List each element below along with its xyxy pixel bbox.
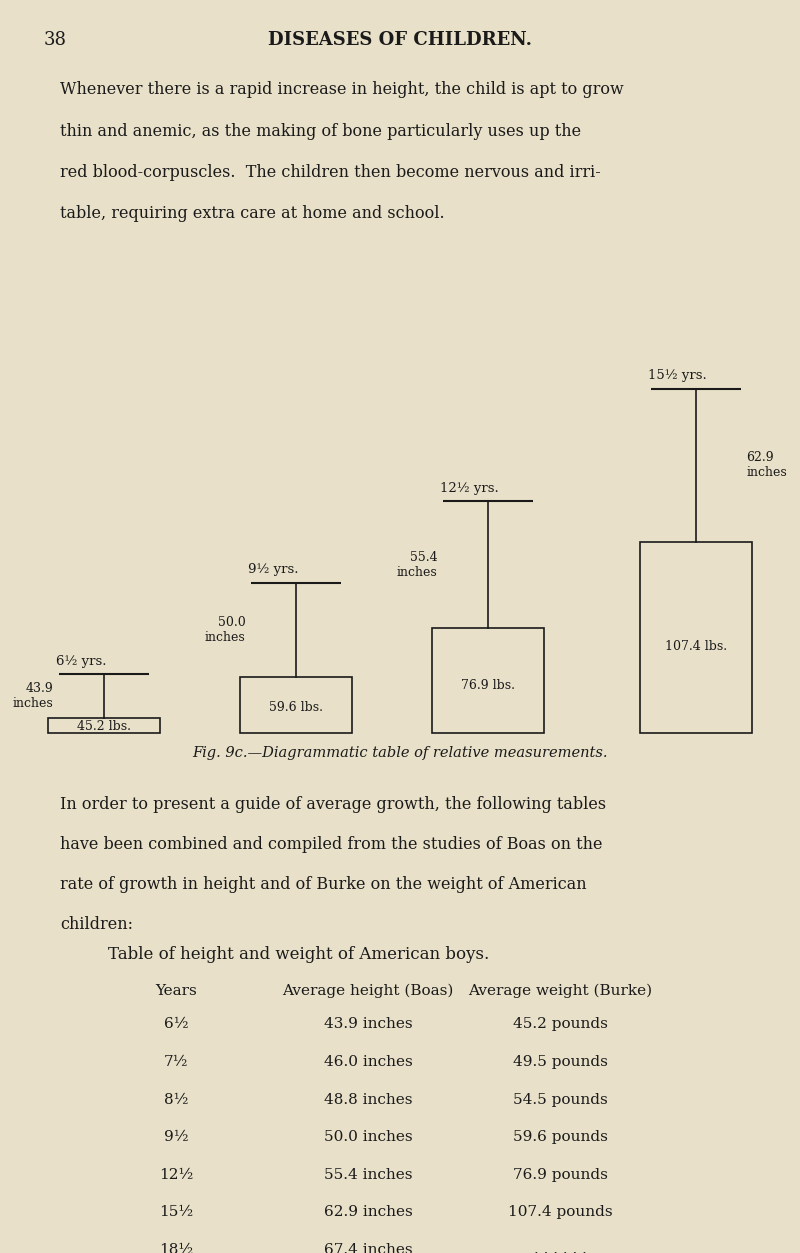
Bar bbox=[432, 628, 544, 733]
Text: 7½: 7½ bbox=[164, 1055, 188, 1069]
Text: 76.9 pounds: 76.9 pounds bbox=[513, 1168, 607, 1182]
Text: Average weight (Burke): Average weight (Burke) bbox=[468, 984, 652, 997]
Text: 62.9 inches: 62.9 inches bbox=[324, 1205, 412, 1219]
Text: 45.2 lbs.: 45.2 lbs. bbox=[77, 720, 131, 733]
Text: rate of growth in height and of Burke on the weight of American: rate of growth in height and of Burke on… bbox=[60, 876, 586, 893]
Text: DISEASES OF CHILDREN.: DISEASES OF CHILDREN. bbox=[268, 31, 532, 49]
Text: have been combined and compiled from the studies of Boas on the: have been combined and compiled from the… bbox=[60, 836, 602, 853]
Text: Fig. 9c.—Diagrammatic table of relative measurements.: Fig. 9c.—Diagrammatic table of relative … bbox=[192, 746, 608, 759]
Text: 12½ yrs.: 12½ yrs. bbox=[440, 482, 499, 495]
Text: 38: 38 bbox=[44, 31, 67, 49]
Text: 6½ yrs.: 6½ yrs. bbox=[56, 655, 107, 668]
Text: 15½: 15½ bbox=[159, 1205, 193, 1219]
Text: 59.6 pounds: 59.6 pounds bbox=[513, 1130, 607, 1144]
Text: 59.6 lbs.: 59.6 lbs. bbox=[269, 702, 323, 714]
Text: 67.4 inches: 67.4 inches bbox=[324, 1243, 412, 1253]
Text: 107.4 lbs.: 107.4 lbs. bbox=[665, 640, 727, 653]
Text: 15½ yrs.: 15½ yrs. bbox=[648, 370, 707, 382]
Text: 50.0 inches: 50.0 inches bbox=[324, 1130, 412, 1144]
Text: 50.0
inches: 50.0 inches bbox=[205, 616, 246, 644]
Text: children:: children: bbox=[60, 916, 133, 933]
Text: 43.9
inches: 43.9 inches bbox=[13, 683, 54, 710]
Text: 48.8 inches: 48.8 inches bbox=[324, 1093, 412, 1106]
Bar bbox=[48, 718, 160, 733]
Text: 12½: 12½ bbox=[159, 1168, 193, 1182]
Text: 62.9
inches: 62.9 inches bbox=[746, 451, 787, 479]
Text: 8½: 8½ bbox=[164, 1093, 188, 1106]
Text: 18½: 18½ bbox=[159, 1243, 193, 1253]
Text: Average height (Boas): Average height (Boas) bbox=[282, 984, 454, 997]
Text: Table of height and weight of American boys.: Table of height and weight of American b… bbox=[108, 946, 490, 964]
Text: Whenever there is a rapid increase in height, the child is apt to grow: Whenever there is a rapid increase in he… bbox=[60, 81, 624, 99]
Text: In order to present a guide of average growth, the following tables: In order to present a guide of average g… bbox=[60, 796, 606, 813]
Text: 55.4 inches: 55.4 inches bbox=[324, 1168, 412, 1182]
Text: thin and anemic, as the making of bone particularly uses up the: thin and anemic, as the making of bone p… bbox=[60, 123, 581, 140]
Text: 107.4 pounds: 107.4 pounds bbox=[508, 1205, 612, 1219]
Text: 9½ yrs.: 9½ yrs. bbox=[248, 564, 299, 576]
Text: 49.5 pounds: 49.5 pounds bbox=[513, 1055, 607, 1069]
Text: red blood-corpuscles.  The children then become nervous and irri-: red blood-corpuscles. The children then … bbox=[60, 164, 601, 182]
Text: Years: Years bbox=[155, 984, 197, 997]
Text: . . . . . .: . . . . . . bbox=[534, 1243, 586, 1253]
Bar bbox=[640, 541, 752, 733]
Text: 76.9 lbs.: 76.9 lbs. bbox=[461, 679, 515, 693]
Text: table, requiring extra care at home and school.: table, requiring extra care at home and … bbox=[60, 205, 445, 223]
Text: 9½: 9½ bbox=[164, 1130, 188, 1144]
Text: 46.0 inches: 46.0 inches bbox=[324, 1055, 412, 1069]
Text: 43.9 inches: 43.9 inches bbox=[324, 1017, 412, 1031]
Text: 45.2 pounds: 45.2 pounds bbox=[513, 1017, 607, 1031]
Text: 6½: 6½ bbox=[164, 1017, 188, 1031]
Text: 54.5 pounds: 54.5 pounds bbox=[513, 1093, 607, 1106]
Bar bbox=[240, 678, 352, 733]
Text: 55.4
inches: 55.4 inches bbox=[397, 551, 438, 579]
